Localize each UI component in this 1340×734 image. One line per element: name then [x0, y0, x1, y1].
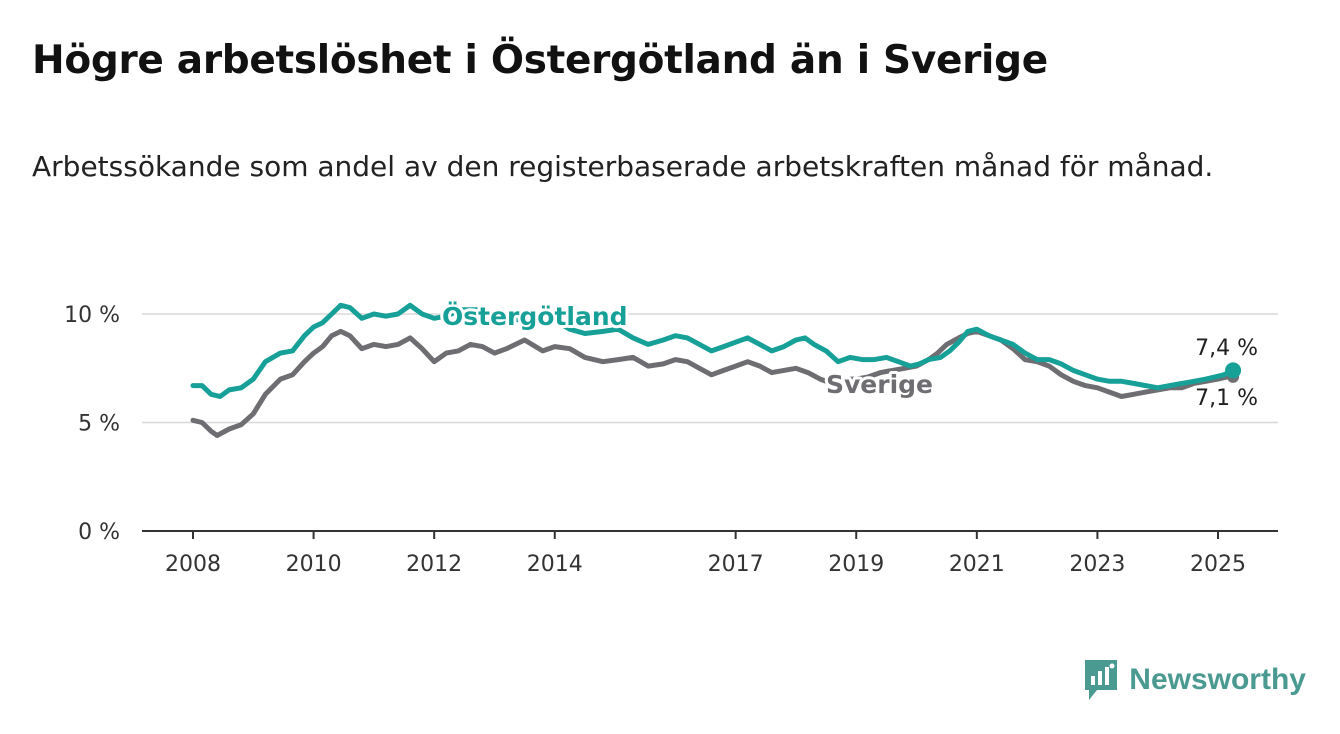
x-tick-label: 2012 — [406, 552, 462, 577]
y-tick-label: 10 % — [64, 303, 120, 328]
x-tick-label: 2019 — [828, 552, 884, 577]
brand-name: Newsworthy — [1129, 663, 1306, 696]
y-tick-label: 0 % — [78, 520, 120, 545]
series-lines — [190, 302, 1242, 438]
series-label-sverige: Sverige — [826, 370, 933, 399]
bar-chart-speech-bubble-icon — [1085, 660, 1118, 700]
x-tick-label: 2008 — [165, 552, 221, 577]
x-tick-label: 2017 — [708, 552, 764, 577]
end-value-label-ostergotland: 7,4 % — [1195, 336, 1258, 361]
y-tick-label: 5 % — [78, 412, 120, 437]
series-end-point-ostergotland — [1225, 362, 1242, 379]
x-tick-label: 2014 — [527, 552, 583, 577]
x-tick-label: 2021 — [949, 552, 1005, 577]
x-tick-label: 2025 — [1190, 552, 1246, 577]
series-labels: Östergötland Sverige 7,4 % 7,1 % — [439, 298, 1258, 411]
x-tick-label: 2010 — [286, 552, 342, 577]
y-axis-tick-labels: 10 % 5 % 0 % — [64, 303, 120, 545]
series-line-sverige — [190, 328, 1236, 438]
chart-subtitle: Arbetssökande som andel av den registerb… — [32, 150, 1214, 183]
x-axis: 2008 2010 2012 2014 2017 2019 2021 2023 2025 — [142, 530, 1278, 577]
series-line-ostergotland — [190, 302, 1236, 399]
end-value-label-sverige: 7,1 % — [1195, 386, 1258, 411]
chart-title: Högre arbetslöshet i Östergötland än i S… — [32, 38, 1048, 83]
newsworthy-logo[interactable]: Newsworthy — [1083, 658, 1306, 702]
series-label-ostergotland: Östergötland — [442, 301, 628, 331]
x-tick-label: 2023 — [1069, 552, 1125, 577]
